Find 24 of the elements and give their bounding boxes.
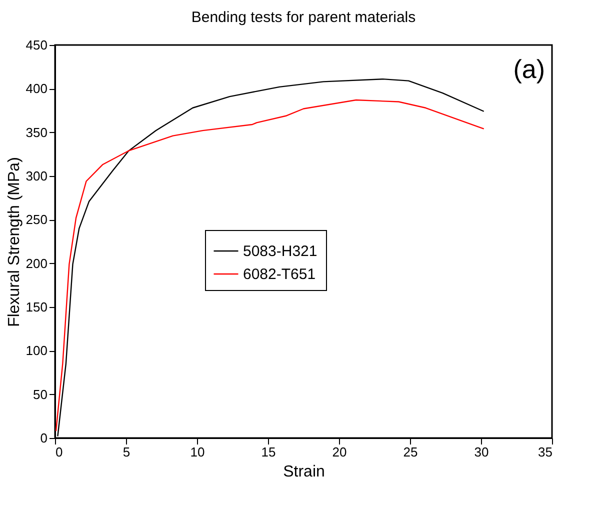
y-tick-label: 350 xyxy=(26,124,48,140)
y-tick-label: 250 xyxy=(26,212,48,228)
x-tick-label: 15 xyxy=(261,444,276,460)
x-tick-label: 0 xyxy=(56,444,63,460)
y-tick-label: 0 xyxy=(40,430,48,446)
x-tick-label: 10 xyxy=(190,444,205,460)
legend-label: 5083-H321 xyxy=(243,243,318,260)
y-axis-title: Flexural Strength (MPa) xyxy=(6,157,23,327)
y-tick-label: 200 xyxy=(26,256,48,271)
x-axis-title: Strain xyxy=(283,464,325,480)
y-tick-label: 400 xyxy=(26,81,48,96)
x-tick-label: 20 xyxy=(332,444,347,460)
y-tick-label: 150 xyxy=(26,300,48,314)
x-tick-label: 30 xyxy=(474,444,489,460)
x-tick-label: 25 xyxy=(403,444,418,460)
y-tick-label: 50 xyxy=(33,386,48,402)
x-tick-label: 5 xyxy=(122,444,130,460)
y-tick-label: 300 xyxy=(26,168,48,184)
annotation: (a) xyxy=(513,54,545,84)
y-tick-label: 100 xyxy=(26,343,48,358)
y-tick-label: 450 xyxy=(26,38,48,52)
chart-title: Bending tests for parent materials xyxy=(191,9,416,26)
legend-label: 6082-T651 xyxy=(243,266,316,283)
x-tick-label: 35 xyxy=(538,444,552,460)
